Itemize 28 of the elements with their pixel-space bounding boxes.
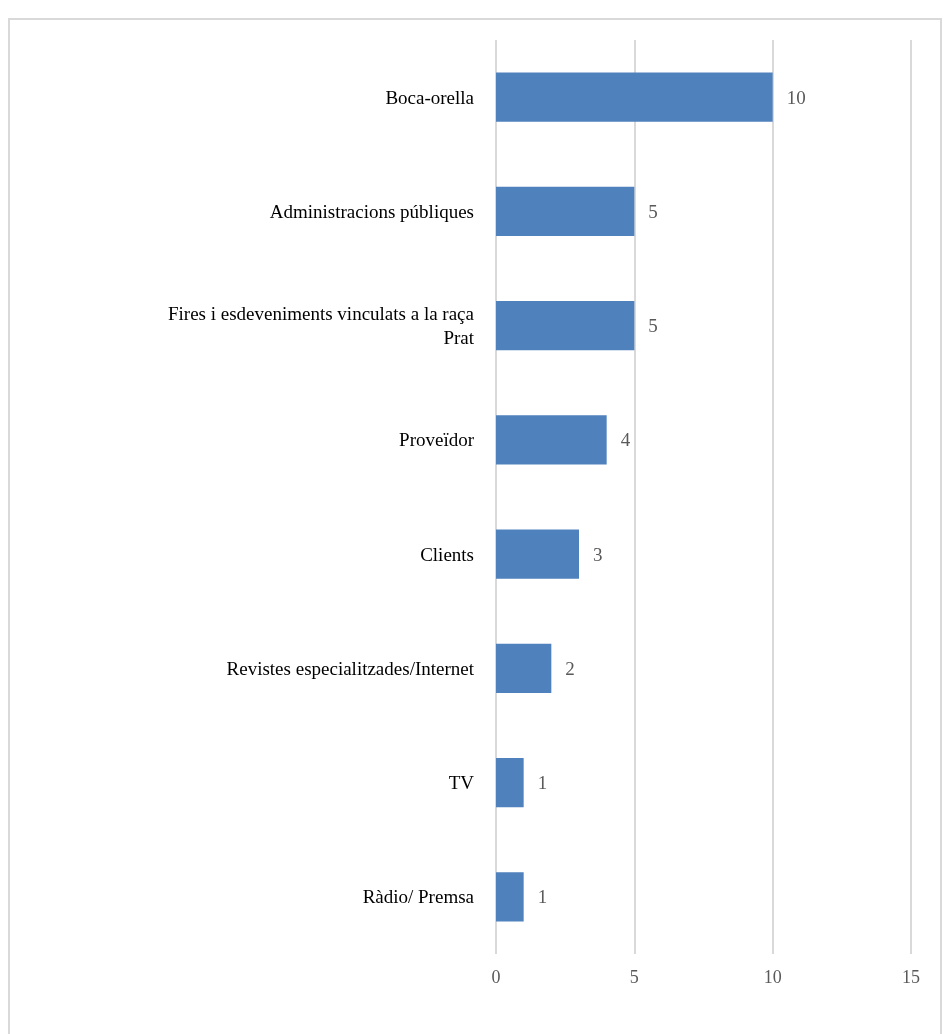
x-tick-label: 5 (629, 967, 639, 987)
data-label: 1 (537, 886, 548, 908)
bar (496, 186, 635, 236)
y-tick-label: Administracions públiques (269, 200, 474, 222)
y-tick-label: Boca-orella (385, 86, 475, 108)
bar (496, 872, 524, 922)
data-label: 3 (593, 543, 603, 565)
x-tick-label: 0 (491, 967, 501, 987)
data-label: 4 (620, 429, 631, 451)
bar (496, 758, 524, 808)
bar (496, 72, 773, 122)
data-label: 1 (537, 772, 548, 794)
bar (496, 529, 579, 579)
y-tick-label: Ràdio/ Premsa (362, 886, 475, 908)
y-tick-label: TV (448, 772, 475, 794)
data-label: 5 (648, 315, 658, 337)
data-label: 5 (648, 200, 658, 222)
x-tick-label: 15 (902, 967, 920, 987)
y-tick-label: Revistes especialitzades/Internet (226, 657, 475, 679)
bar (496, 643, 552, 693)
data-label: 10 (786, 86, 806, 108)
y-tick-label: Clients (420, 543, 474, 565)
bar (496, 415, 607, 465)
y-tick-label: Proveïdor (399, 429, 475, 451)
data-label: 2 (565, 657, 575, 679)
bar (496, 301, 635, 351)
x-tick-label: 10 (763, 967, 782, 987)
y-tick-label: Fires i esdeveniments vinculats a la raça Prat (167, 303, 475, 349)
